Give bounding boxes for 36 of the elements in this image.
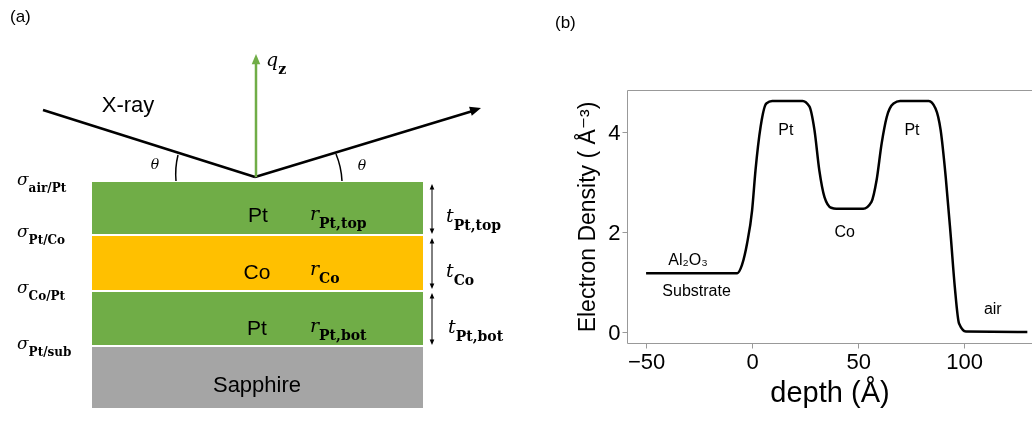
text: t$_{Co}$ bbox=[446, 259, 475, 288]
y-tick-label: 2 bbox=[608, 219, 621, 245]
text: σ$_{Co/Pt}$ bbox=[17, 277, 66, 303]
text: θ bbox=[357, 157, 367, 173]
annotation: Co bbox=[834, 223, 856, 241]
x-tick-label: −50 bbox=[627, 348, 666, 374]
text: t$_{Pt,top}$ bbox=[446, 204, 502, 233]
text: Pt bbox=[247, 316, 268, 339]
text: θ bbox=[150, 156, 160, 172]
text: Co bbox=[243, 260, 271, 283]
y-tick-label: 0 bbox=[608, 319, 621, 345]
annotation: Pt bbox=[778, 120, 794, 138]
text: Pt bbox=[248, 203, 269, 226]
text: σ$_{Pt/Co}$ bbox=[17, 221, 66, 247]
text: q$_{z}$ bbox=[266, 48, 287, 77]
annotation: air bbox=[983, 299, 1003, 317]
text: σ$_{Pt/sub}$ bbox=[17, 333, 72, 359]
text: r$_{Pt,bot}$ bbox=[310, 314, 368, 343]
x-tick-label: 0 bbox=[746, 348, 759, 374]
annotation: Substrate bbox=[662, 282, 731, 300]
text: t$_{Pt,bot}$ bbox=[448, 315, 504, 344]
annotation: Pt bbox=[904, 120, 921, 138]
y-tick-label: 4 bbox=[608, 119, 621, 145]
text: Sapphire bbox=[212, 372, 302, 397]
text: X-ray bbox=[101, 92, 155, 117]
x-tick-label: 50 bbox=[846, 348, 871, 374]
text: r$_{Co}$ bbox=[310, 257, 340, 286]
line-series bbox=[644, 99, 1029, 334]
text: (a) bbox=[10, 7, 31, 26]
x-axis-title: depth (Å) bbox=[770, 375, 890, 408]
annotation: Al₂O₃ bbox=[668, 251, 708, 269]
chart-title: (b) bbox=[555, 13, 576, 32]
text: σ$_{air/Pt}$ bbox=[17, 169, 67, 195]
text: r$_{Pt,top}$ bbox=[310, 202, 367, 231]
x-tick-label: 100 bbox=[946, 348, 984, 374]
y-axis-title: Electron Density ( Å⁻³) bbox=[573, 101, 601, 333]
